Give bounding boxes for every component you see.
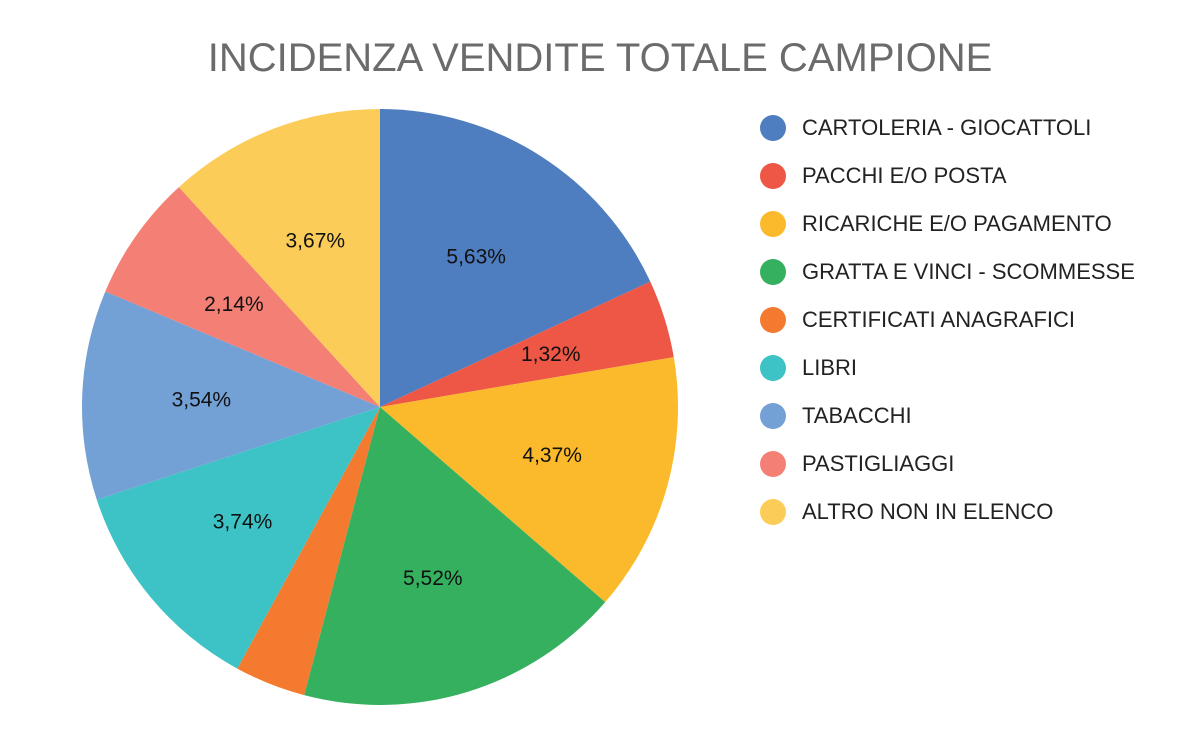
pie-slice-libri [96, 407, 380, 669]
slice-label-ricariche-pagamento: 4,37% [522, 444, 582, 467]
legend-label: PASTIGLIAGGI [802, 451, 955, 476]
legend-item-libri: LIBRI [760, 344, 1135, 392]
pie-slice-certificati-anagrafici [237, 407, 380, 696]
slice-label-tabacchi: 3,54% [172, 389, 232, 412]
pie-slice-ricariche-pagamento [380, 357, 678, 603]
pie-slice-cartoleria-giocattoli [380, 109, 651, 407]
slice-label-gratta-vinci-scommesse: 5,52% [403, 567, 463, 590]
legend-swatch [760, 211, 786, 237]
slice-label-pacchi-posta: 1,32% [521, 343, 581, 366]
legend-swatch [760, 355, 786, 381]
legend-swatch [760, 307, 786, 333]
legend-label: TABACCHI [802, 403, 912, 428]
pie-slice-altro-non-in-elenco [178, 108, 380, 407]
pie-slice-tabacchi [81, 291, 380, 500]
legend-item-certificati-anagrafici: CERTIFICATI ANAGRAFICI [760, 296, 1135, 344]
pie-chart: 5,63% 1,32% 4,37% 5,52% 3,74% 3,54% 2,14% 3,67% [81, 108, 678, 705]
legend-swatch [760, 115, 786, 141]
legend-item-tabacchi: TABACCHI [760, 392, 1135, 440]
legend-item-altro-non-in-elenco: ALTRO NON IN ELENCO [760, 488, 1135, 536]
pie-slice-gratta-vinci-scommesse [304, 407, 606, 705]
slice-label-cartoleria-giocattoli: 5,63% [446, 245, 506, 268]
legend-item-ricariche-pagamento: RICARICHE E/O PAGAMENTO [760, 200, 1135, 248]
legend-label: CERTIFICATI ANAGRAFICI [802, 307, 1075, 332]
chart-title: INCIDENZA VENDITE TOTALE CAMPIONE [207, 36, 993, 80]
pie-slice-pacchi-posta [380, 281, 674, 407]
legend-swatch [760, 403, 786, 429]
legend-item-pastigliaggi: PASTIGLIAGGI [760, 440, 1135, 488]
legend-label: ALTRO NON IN ELENCO [802, 499, 1054, 524]
legend-swatch [760, 163, 786, 189]
legend-label: CARTOLERIA - GIOCATTOLI [802, 115, 1092, 140]
legend-label: GRATTA E VINCI - SCOMMESSE [802, 259, 1135, 284]
legend-item-pacchi-posta: PACCHI E/O POSTA [760, 152, 1135, 200]
slice-label-libri: 3,74% [213, 510, 273, 533]
legend-label: PACCHI E/O POSTA [802, 163, 1007, 188]
legend-swatch [760, 259, 786, 285]
legend-swatch [760, 499, 786, 525]
legend-label: LIBRI [802, 355, 858, 380]
legend-label: RICARICHE E/O PAGAMENTO [802, 211, 1112, 236]
chart-legend: CARTOLERIA - GIOCATTOLI PACCHI E/O POSTA R… [760, 104, 1135, 536]
legend-item-gratta-vinci-scommesse: GRATTA E VINCI - SCOMMESSE [760, 248, 1135, 296]
pie-slice-pastigliaggi [105, 187, 380, 407]
slice-label-pastigliaggi: 2,14% [204, 293, 264, 316]
legend-swatch [760, 451, 786, 477]
legend-item-cartoleria-giocattoli: CARTOLERIA - GIOCATTOLI [760, 104, 1135, 152]
slice-label-altro-non-in-elenco: 3,67% [286, 229, 346, 252]
